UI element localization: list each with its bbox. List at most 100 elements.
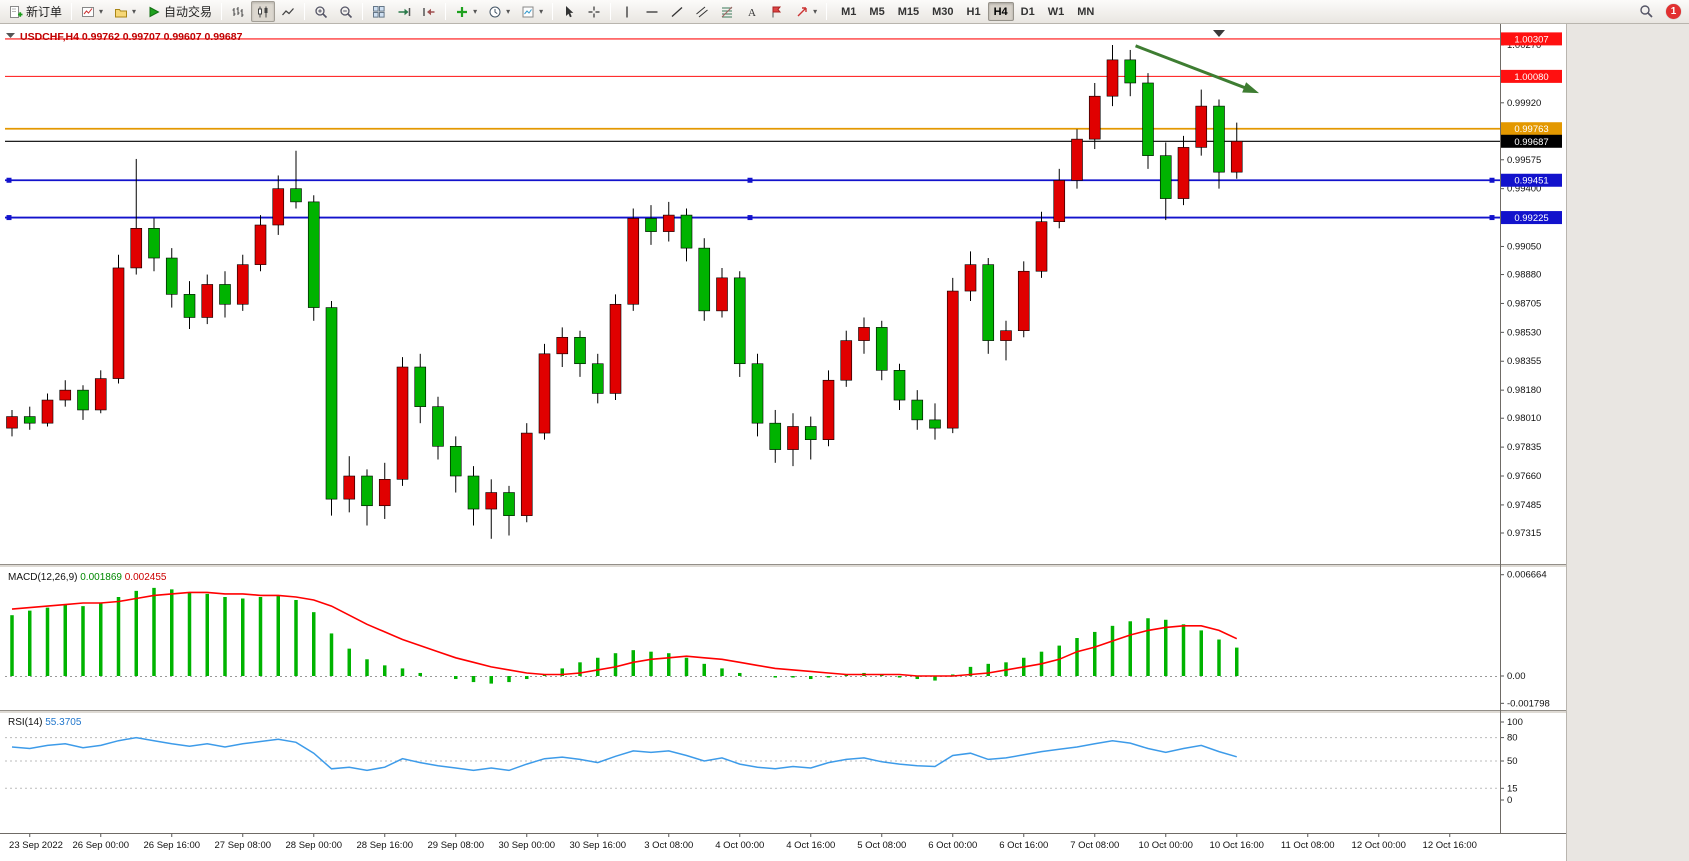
crosshair-button[interactable] xyxy=(582,1,606,22)
text-tool-button[interactable]: A xyxy=(740,1,764,22)
price-axis-label: 1.00270 xyxy=(1507,40,1541,51)
right-empty-panel xyxy=(1566,24,1689,861)
bar-chart-button[interactable] xyxy=(226,1,250,22)
auto-scroll-button[interactable] xyxy=(392,1,416,22)
notification-badge[interactable]: 1 xyxy=(1666,4,1681,19)
timeframe-mn[interactable]: MN xyxy=(1077,5,1095,18)
candlestick-chart-button[interactable] xyxy=(251,1,276,22)
chart-title: USDCHF,H4 0.99762 0.99707 0.99607 0.9968… xyxy=(20,31,243,43)
time-axis-label: 6 Oct 16:00 xyxy=(999,840,1048,851)
indicators-button[interactable]: ▾ xyxy=(450,1,482,22)
line-handle xyxy=(6,215,12,221)
price-tag-label: 1.00307 xyxy=(1514,34,1548,45)
channel-button[interactable] xyxy=(690,1,714,22)
price-axis-label: 0.98530 xyxy=(1507,327,1541,338)
price-axis-label: 0.97485 xyxy=(1507,500,1541,511)
rsi-line xyxy=(11,736,1237,772)
search-icon xyxy=(1640,5,1653,18)
fibonacci-button[interactable] xyxy=(715,1,739,22)
time-axis-label: 23 Sep 2022 xyxy=(9,840,63,851)
line-handle xyxy=(6,177,12,183)
time-axis-label: 27 Sep 08:00 xyxy=(214,840,271,851)
macd-axis-label: -0.001798 xyxy=(1507,698,1550,709)
new-order-icon xyxy=(10,5,23,18)
bar-chart-icon xyxy=(232,6,244,17)
timeframe-m30[interactable]: M30 xyxy=(932,5,954,18)
time-axis-label: 30 Sep 00:00 xyxy=(498,840,555,851)
price-scale[interactable] xyxy=(1501,24,1566,833)
candlestick-series xyxy=(6,45,1243,539)
time-axis-label: 10 Oct 16:00 xyxy=(1210,840,1264,851)
time-axis-label: 4 Oct 00:00 xyxy=(715,840,764,851)
price-tag-label: 1.00080 xyxy=(1514,72,1548,83)
tile-windows-icon xyxy=(373,5,385,18)
chart-shift-marker[interactable] xyxy=(1213,30,1225,37)
new-chart-button[interactable]: ▾ xyxy=(76,1,108,22)
symbol-dropdown-icon[interactable] xyxy=(6,33,15,38)
time-axis-label: 28 Sep 00:00 xyxy=(285,840,342,851)
price-axis-label: 0.99575 xyxy=(1507,155,1541,166)
chart-shift-button[interactable] xyxy=(417,1,441,22)
time-axis-label: 12 Oct 00:00 xyxy=(1352,840,1406,851)
price-tag-0.99225 xyxy=(1501,211,1562,225)
timeframe-m5[interactable]: M5 xyxy=(869,5,885,18)
time-axis-label: 12 Oct 16:00 xyxy=(1423,840,1477,851)
trend-arrow-annotation[interactable] xyxy=(1135,44,1260,94)
timeframe-d1[interactable]: D1 xyxy=(1020,5,1035,18)
timeframe-h1[interactable]: H1 xyxy=(966,5,981,18)
time-scale[interactable] xyxy=(0,834,1566,861)
price-axis-label: 0.98180 xyxy=(1507,385,1541,396)
time-axis-label: 4 Oct 16:00 xyxy=(786,840,835,851)
arrow-tool-icon xyxy=(797,6,807,16)
rsi-axis-label: 100 xyxy=(1507,717,1523,728)
horizontal-line-icon xyxy=(646,10,658,13)
timeframe-m1[interactable]: M1 xyxy=(841,5,857,18)
chart-background[interactable] xyxy=(0,24,1689,861)
timeframe-m15[interactable]: M15 xyxy=(897,5,920,18)
new-chart-icon xyxy=(82,6,95,17)
vertical-line-icon xyxy=(626,6,628,17)
autotrade-button[interactable]: 自动交易 xyxy=(142,1,217,22)
timeframe-h4[interactable]: H4 xyxy=(987,2,1014,21)
trendline-button[interactable] xyxy=(665,1,689,22)
templates-button[interactable]: ▾ xyxy=(516,1,548,22)
svg-text:A: A xyxy=(748,7,756,19)
rsi-axis-label: 50 xyxy=(1507,756,1518,767)
trendline-icon xyxy=(671,6,683,17)
rsi-axis-label: 80 xyxy=(1507,733,1518,744)
hline-0.99225[interactable] xyxy=(5,215,1500,221)
label-tool-button[interactable] xyxy=(765,1,789,22)
chart-canvas[interactable]: 0.006664 0.00 -0.001798 MACD(12,26,9) 0.001… xyxy=(0,24,1689,861)
macd-label: MACD(12,26,9) 0.001869 0.002455 xyxy=(8,572,167,583)
arrows-tool-button[interactable]: ▾ xyxy=(790,1,822,22)
autotrade-play-icon xyxy=(149,6,160,17)
cursor-button[interactable] xyxy=(557,1,581,22)
hline-0.99451[interactable] xyxy=(5,177,1500,183)
price-tag-label: 0.99225 xyxy=(1514,213,1548,224)
timeframe-w1[interactable]: W1 xyxy=(1047,5,1065,18)
time-axis-label: 28 Sep 16:00 xyxy=(356,840,413,851)
profiles-button[interactable]: ▾ xyxy=(109,1,141,22)
time-axis-label: 29 Sep 08:00 xyxy=(427,840,484,851)
chevron-down-icon: ▾ xyxy=(473,7,478,16)
zoom-in-button[interactable] xyxy=(309,1,333,22)
toolbar-separator xyxy=(71,3,73,20)
chevron-down-icon: ▾ xyxy=(813,7,818,16)
price-axis-label: 0.97835 xyxy=(1507,442,1541,453)
toolbar-separator xyxy=(552,3,554,20)
horizontal-line-button[interactable] xyxy=(640,1,664,22)
cursor-arrow-icon xyxy=(566,5,574,17)
price-tag-1.00080 xyxy=(1501,69,1562,83)
periods-button[interactable]: ▾ xyxy=(483,1,515,22)
search-button[interactable] xyxy=(1634,1,1659,22)
template-icon xyxy=(522,6,534,17)
tile-windows-button[interactable] xyxy=(367,1,391,22)
macd-axis-label: 0.00 xyxy=(1507,671,1526,682)
vertical-line-button[interactable] xyxy=(615,1,639,22)
zoom-out-button[interactable] xyxy=(334,1,358,22)
line-chart-button[interactable] xyxy=(276,1,300,22)
new-order-button[interactable]: 新订单 xyxy=(4,1,67,22)
price-tag-label: 0.99763 xyxy=(1514,124,1548,135)
channel-icon xyxy=(696,6,708,17)
time-axis-label: 26 Sep 00:00 xyxy=(72,840,129,851)
